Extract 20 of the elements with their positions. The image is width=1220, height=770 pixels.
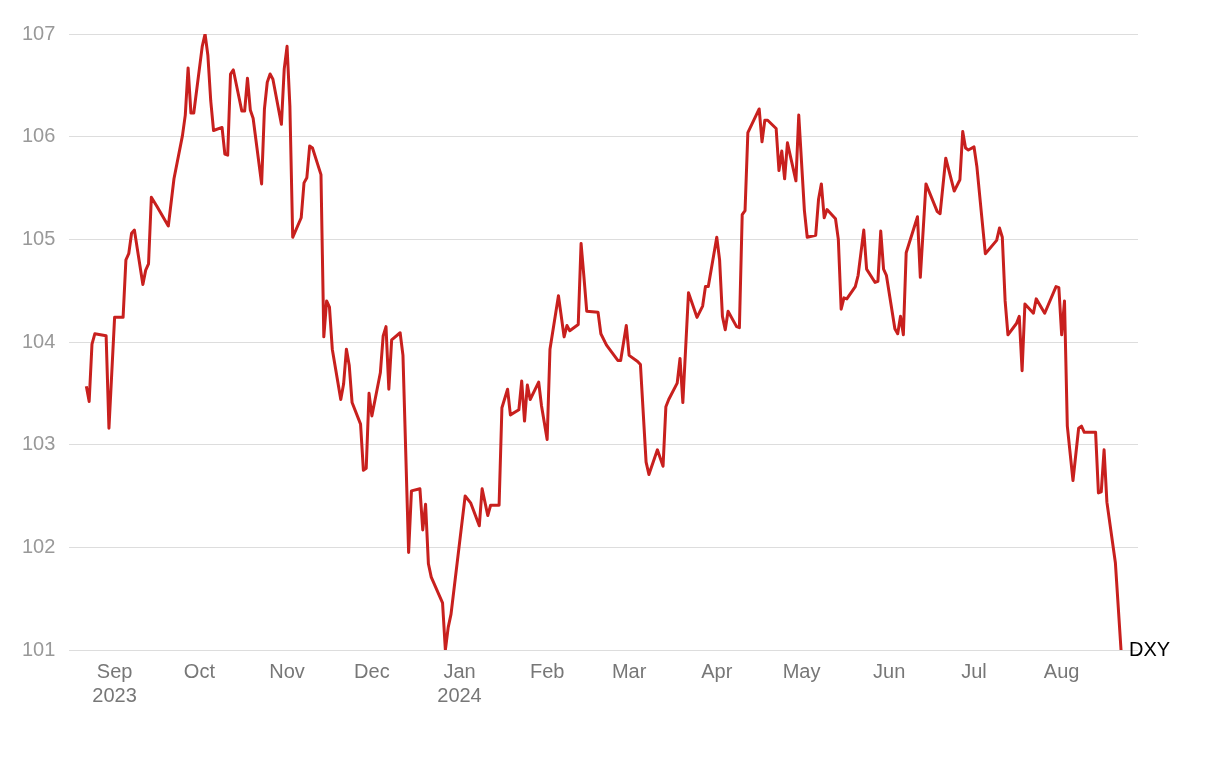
x-tick-label: Jul — [961, 659, 987, 682]
y-tick-label: 106 — [21, 124, 56, 147]
y-tick-label: 102 — [21, 534, 56, 557]
x-tick-label: Mar — [611, 659, 647, 682]
y-tick-label: 105 — [21, 226, 56, 249]
x-tick-label: Nov — [269, 659, 305, 682]
x-tick-label: Oct — [183, 659, 216, 682]
x-tick-label: Aug — [1043, 659, 1080, 682]
series-label: DXY — [1129, 637, 1171, 660]
x-tick-label: May — [782, 659, 821, 682]
x-tick-label: Apr — [701, 659, 733, 682]
y-tick-label: 107 — [21, 21, 56, 44]
x-tick-label: Feb — [529, 659, 565, 682]
x-tick-label: Jun — [873, 659, 906, 682]
y-tick-label: 101 — [21, 637, 56, 660]
y-tick-label: 103 — [21, 432, 56, 455]
x-tick-label: Dec — [354, 659, 390, 682]
y-tick-label: 104 — [21, 329, 56, 352]
x-tick-label: Jan 2024 — [437, 659, 482, 706]
x-tick-label: Sep 2023 — [92, 659, 137, 706]
